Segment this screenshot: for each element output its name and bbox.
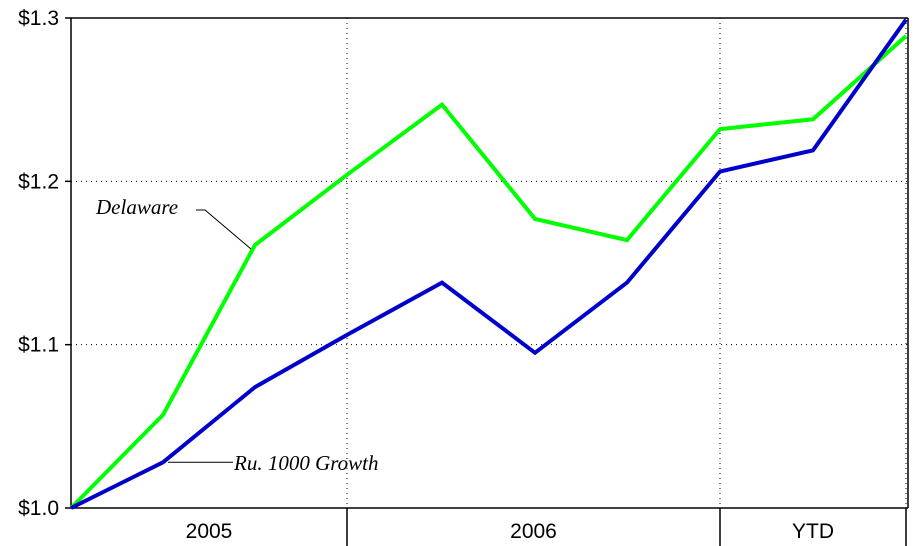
x-period-label: YTD [792,520,834,543]
y-tick-label: $1.3 [18,7,59,30]
axes [65,17,909,546]
series-label-russell-1000-growth: Ru. 1000 Growth [233,451,378,475]
y-tick-label: $1.2 [18,170,59,193]
x-period-label: 2005 [186,520,233,543]
grid-lines [71,18,908,508]
y-tick-label: $1.0 [18,497,59,520]
leader-line-delaware [196,209,252,250]
series-line-delaware [69,34,908,510]
series-line-russell-1000-growth [70,18,908,510]
series-lines [69,18,908,510]
series-annotations: Delaware Ru. 1000 Growth [95,195,378,475]
period-labels: 2005 2006 YTD [186,520,834,543]
y-tick-labels: $1.0 $1.1 $1.2 $1.3 [18,7,59,520]
series-label-delaware: Delaware [95,195,178,219]
x-period-label: 2006 [510,520,557,543]
y-tick-label: $1.1 [18,334,59,357]
